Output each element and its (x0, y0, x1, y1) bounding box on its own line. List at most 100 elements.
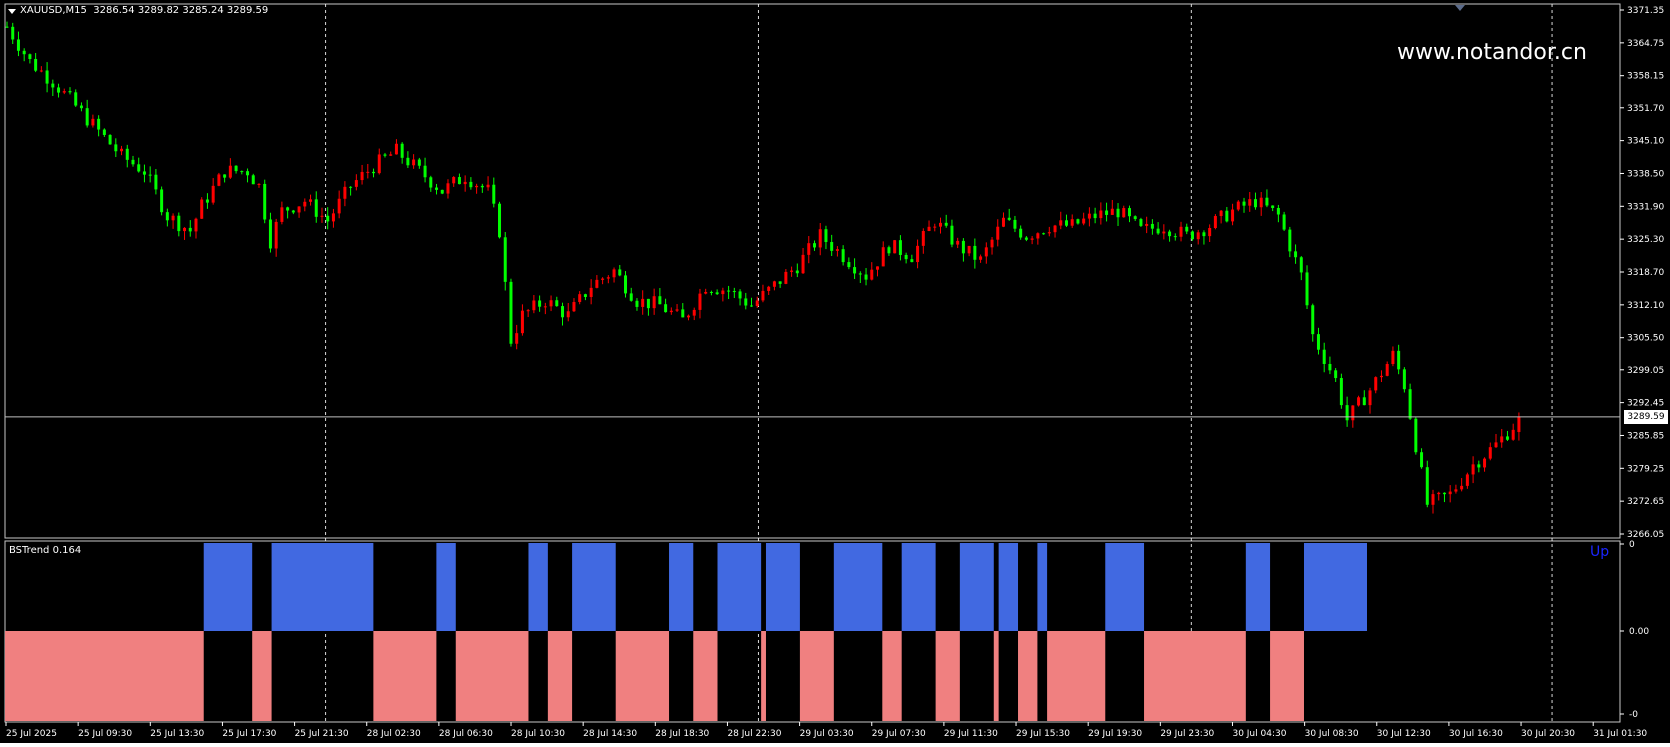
candle (377, 148, 381, 175)
candle-body (1156, 228, 1160, 234)
candle-body (744, 298, 748, 306)
candle-body (1248, 199, 1252, 206)
candle-body (435, 187, 439, 190)
candle (1213, 214, 1217, 230)
candle (658, 288, 662, 305)
candle (1368, 387, 1372, 414)
chart-shift-marker-icon[interactable] (1455, 5, 1465, 11)
candle (509, 278, 513, 347)
candle (234, 165, 238, 174)
candle (1202, 230, 1206, 245)
candle-body (1139, 219, 1143, 226)
candle (1305, 265, 1309, 310)
candle (251, 173, 255, 185)
candle-body (1064, 220, 1068, 226)
time-axis[interactable]: 25 Jul 2025 25 Jul 09:30 25 Jul 13:30 25 Ju… (5, 722, 1647, 739)
candle-body (1076, 219, 1080, 224)
candle-body (601, 278, 605, 280)
candle (898, 235, 902, 261)
candle-body (658, 296, 662, 305)
candle-body (11, 26, 15, 40)
candle-body (1173, 236, 1177, 238)
candle (142, 164, 146, 183)
candle (303, 198, 307, 212)
candle-body (1368, 390, 1372, 406)
candle (772, 280, 776, 291)
candle-body (217, 174, 221, 186)
candle (498, 201, 502, 239)
candle (681, 303, 685, 318)
candle-body (853, 267, 857, 274)
candle-body (503, 237, 507, 282)
candle (1345, 396, 1349, 427)
time-tick-label: 29 Jul 19:30 (1088, 729, 1142, 739)
candle-body (125, 148, 129, 160)
candle (1110, 199, 1114, 215)
candle (950, 219, 954, 248)
candle (1179, 221, 1183, 242)
candle-body (807, 243, 811, 255)
candle-body (154, 174, 158, 190)
candle-body (1099, 210, 1103, 219)
candle (1013, 215, 1017, 233)
candle-body (79, 105, 83, 109)
candle-body (39, 70, 43, 72)
candle-body (1087, 213, 1091, 219)
candle-body (1059, 220, 1063, 226)
candle (1190, 230, 1194, 241)
candle-body (526, 310, 530, 312)
candle (692, 307, 696, 321)
candle (738, 289, 742, 306)
trend-bar-up (1303, 543, 1367, 631)
candle (1007, 208, 1011, 221)
candle (538, 295, 542, 312)
candle (1276, 204, 1280, 223)
candle-body (652, 296, 656, 309)
candle (916, 239, 920, 269)
price-axis[interactable]: 3371.35 3364.75 3358.15 3351.70 3345.10 3338.… (1620, 6, 1664, 540)
price-tick-label: 3331.90 (1627, 202, 1664, 212)
candle (1127, 205, 1131, 223)
candle (85, 99, 89, 128)
candle (543, 302, 547, 315)
candle (1357, 395, 1361, 407)
candle (1030, 236, 1034, 245)
candle-body (1494, 442, 1498, 448)
candle (354, 174, 358, 191)
candle-body (641, 298, 645, 307)
candle-body (864, 274, 868, 280)
candle-body (847, 262, 851, 268)
price-tick-label: 3318.70 (1627, 268, 1664, 278)
candle-body (274, 221, 278, 249)
candle (223, 174, 227, 183)
candle-body (440, 189, 444, 194)
candle-body (200, 199, 204, 219)
candle-body (778, 281, 782, 284)
candle-body (309, 199, 313, 202)
candle (624, 271, 628, 298)
chart-menu-arrow-icon[interactable] (8, 9, 16, 14)
candle-body (1397, 350, 1401, 370)
candle (1122, 205, 1126, 218)
candle-body (1042, 233, 1046, 235)
candle-body (1362, 397, 1366, 406)
candle-body (509, 281, 513, 344)
candle (120, 145, 124, 156)
candle-body (337, 198, 341, 214)
candle (446, 179, 450, 199)
candle-body (177, 215, 181, 232)
candle (790, 266, 794, 277)
ohlc-label: 3286.54 3289.82 3285.24 3289.59 (93, 5, 269, 16)
candle (297, 206, 301, 218)
candle (1397, 344, 1401, 375)
time-tick-label: 25 Jul 17:30 (222, 729, 276, 739)
candle-body (1288, 229, 1292, 252)
candle (698, 288, 702, 319)
candle-body (446, 183, 450, 194)
candle (268, 212, 272, 253)
indicator-tick-label: -0 (1629, 710, 1638, 720)
candle (68, 87, 72, 95)
candle-body (830, 242, 834, 251)
